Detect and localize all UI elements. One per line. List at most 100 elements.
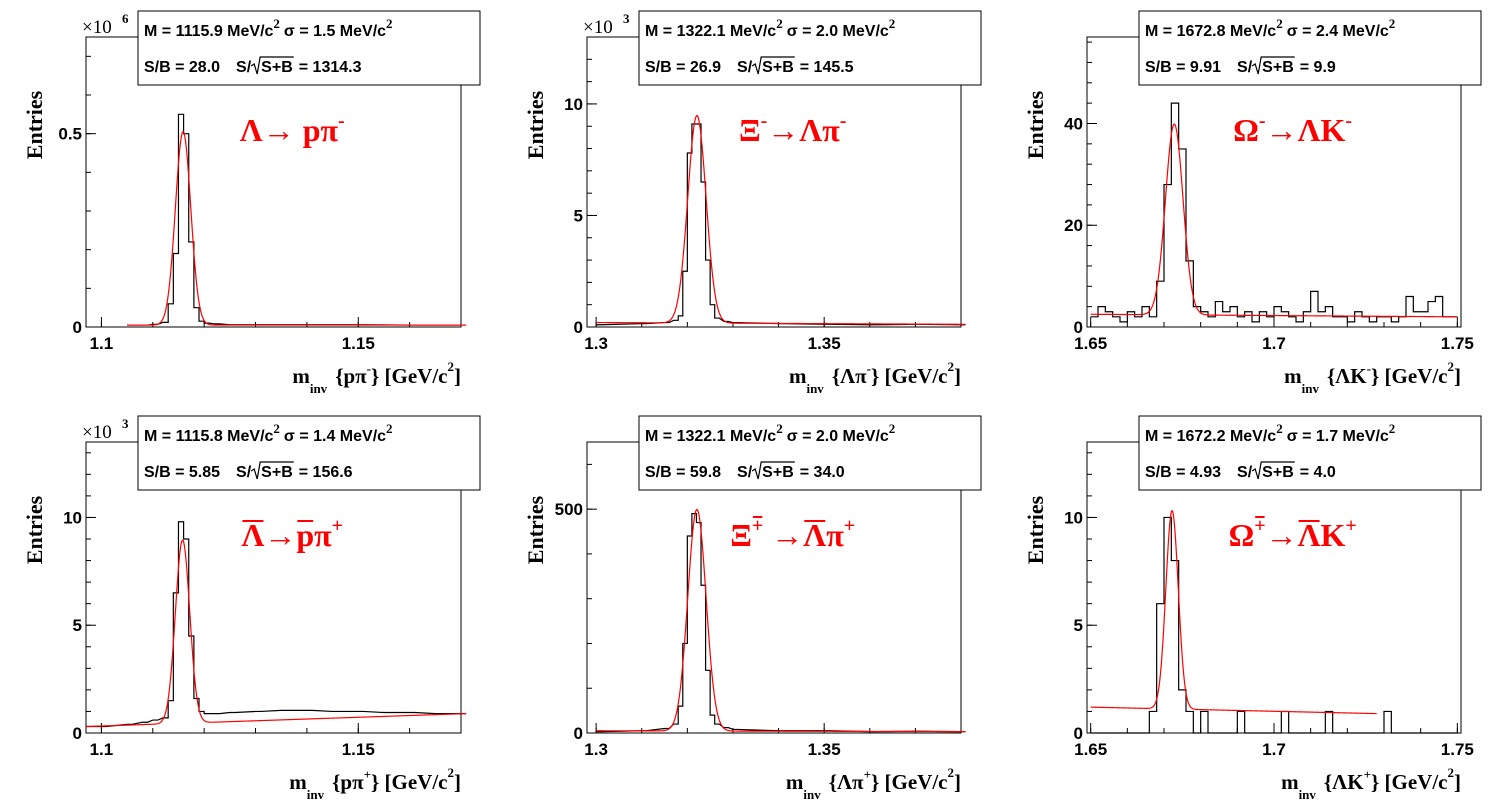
x-axis-label-open: {Λπ xyxy=(829,770,864,794)
x-axis-label-sup: - xyxy=(367,361,371,376)
x-axis-label-open: {Λπ xyxy=(832,364,867,388)
decay-part: → xyxy=(763,517,803,553)
decay-part: Λ→ pπ xyxy=(240,112,339,148)
x-tick-label: 1.1 xyxy=(90,740,114,759)
stats-mass: M = 1115.9 MeV/c2 σ = 1.5 MeV/c2 xyxy=(144,16,393,40)
x-axis-label-m: m xyxy=(789,364,807,388)
x-axis-label-sup: + xyxy=(864,767,871,782)
stats-M_text: M = 1672.8 MeV/c xyxy=(1145,23,1276,40)
y-tick-label: 0 xyxy=(1074,724,1083,743)
x-axis-label-close: } [GeV/c xyxy=(1371,364,1448,388)
x-axis-label-sup2: 2 xyxy=(448,359,455,374)
x-axis-label-end: ] xyxy=(954,364,961,388)
x-axis-label-m: m xyxy=(1284,364,1302,388)
histogram-step-line xyxy=(596,123,966,326)
x-axis-label-end: ] xyxy=(954,770,961,794)
decay-label: Λ→pπ+ xyxy=(241,515,343,553)
decay-part: K xyxy=(1321,517,1346,553)
x-axis-label: minv {Λπ+} [GeV/c2] xyxy=(786,765,961,802)
decay-part: Ω xyxy=(1233,112,1259,148)
stats-SB: S/B = 26.9 xyxy=(645,59,721,76)
x-axis-label-close: } [GeV/c xyxy=(871,364,948,388)
y-tick-label: 10 xyxy=(63,508,82,527)
stats-signif-radicand: S+B xyxy=(261,59,293,76)
stats-signif-label: S/ xyxy=(236,59,252,76)
x-axis-label: minv {Λπ-} [GeV/c2] xyxy=(789,359,961,396)
stats-M_exp: 2 xyxy=(1276,16,1283,31)
stats-mass: M = 1322.1 MeV/c2 σ = 2.0 MeV/c2 xyxy=(645,16,895,40)
decay-part: - xyxy=(338,110,345,132)
y-tick-label: 20 xyxy=(1064,216,1083,235)
x-axis-label-m: m xyxy=(786,770,804,794)
y-tick-label: 0 xyxy=(574,724,583,743)
x-axis-label-end: ] xyxy=(1454,770,1461,794)
decay-part: - xyxy=(1259,110,1266,132)
y-axis-label: Entries xyxy=(22,90,47,159)
stats-signif-radicand: S+B xyxy=(261,464,293,481)
stats-ratio: S/B = 4.93 S/S+B = 4.0 xyxy=(1145,464,1336,481)
stats-signif-label: S/ xyxy=(236,464,252,481)
decay-part: →ΛK xyxy=(1266,112,1346,148)
y-tick-label: 0 xyxy=(73,724,82,743)
stats-M_exp: 2 xyxy=(273,421,280,436)
stats-signif-value: = 34.0 xyxy=(800,464,845,481)
decay-part: Ξ xyxy=(739,112,761,148)
stats-ratio: S/B = 59.8 S/S+B = 34.0 xyxy=(645,464,845,481)
stats-box xyxy=(638,10,982,86)
stats-sigma_text: σ = 2.0 MeV/c xyxy=(787,23,889,40)
x-axis-label-sup: + xyxy=(364,767,371,782)
stats-mass: M = 1672.8 MeV/c2 σ = 2.4 MeV/c2 xyxy=(1145,16,1395,40)
x-axis-label-sup2: 2 xyxy=(948,359,955,374)
decay-part: - xyxy=(761,110,768,132)
x-tick-label: 1.3 xyxy=(584,334,608,353)
x-axis-label-sub: inv xyxy=(1299,787,1317,802)
fit-curve xyxy=(1090,123,1458,318)
x-axis-label-end: ] xyxy=(454,770,461,794)
stats-M_exp: 2 xyxy=(273,16,280,31)
stats-sigma_exp: 2 xyxy=(386,16,393,31)
y-tick-label: 0 xyxy=(73,318,82,337)
x-tick-label: 1.35 xyxy=(808,740,841,759)
fit-curve xyxy=(596,508,966,733)
stats-sigma_text: σ = 1.5 MeV/c xyxy=(284,23,386,40)
fit-curve xyxy=(85,539,467,728)
decay-label: Ω+→ΛK+ xyxy=(1229,515,1357,553)
x-tick-label: 1.1 xyxy=(90,334,114,353)
stats-M_exp: 2 xyxy=(776,16,783,31)
stats-SB: S/B = 9.91 xyxy=(1145,59,1221,76)
y-axis-label: Entries xyxy=(1023,90,1048,159)
y-tick-label: 0 xyxy=(1074,318,1083,337)
stats-box xyxy=(638,415,982,491)
x-tick-label: 1.35 xyxy=(808,334,841,353)
y-multiplier: ×10 xyxy=(82,17,112,38)
x-axis-label-sup: + xyxy=(1364,767,1371,782)
stats-signif-value: = 156.6 xyxy=(299,464,353,481)
decay-part: Ξ xyxy=(730,517,752,553)
stats-M_exp: 2 xyxy=(776,421,783,436)
y-multiplier: ×10 xyxy=(583,17,613,38)
decay-label: Ξ+ →Λπ+ xyxy=(730,515,855,553)
stats-signif-radicand: S+B xyxy=(762,59,794,76)
x-axis-label-open: {pπ xyxy=(332,770,364,794)
stats-ratio: S/B = 28.0 S/S+B = 1314.3 xyxy=(144,59,362,76)
stats-sigma_exp: 2 xyxy=(889,421,896,436)
x-axis-label-m: m xyxy=(289,770,307,794)
decay-part: Λ xyxy=(1298,517,1321,553)
y-tick-label: 0.5 xyxy=(58,125,82,144)
y-axis-label: Entries xyxy=(1023,495,1048,564)
stats-sigma_text: σ = 2.4 MeV/c xyxy=(1287,23,1389,40)
decay-part: + xyxy=(1345,515,1356,537)
sqrt-symbol xyxy=(250,56,294,75)
stats-box xyxy=(1138,10,1482,86)
x-axis-label-close: } [GeV/c xyxy=(371,364,448,388)
y-multiplier: ×10 xyxy=(82,422,112,443)
decay-part: Λ xyxy=(241,517,264,553)
decay-part: + xyxy=(332,515,343,537)
histogram-step-line xyxy=(86,521,467,728)
stats-sigma_exp: 2 xyxy=(889,16,896,31)
x-tick-label: 1.7 xyxy=(1262,334,1286,353)
decay-label: Ξ-→Λπ- xyxy=(739,110,846,148)
stats-mass: M = 1115.8 MeV/c2 σ = 1.4 MeV/c2 xyxy=(144,421,393,445)
